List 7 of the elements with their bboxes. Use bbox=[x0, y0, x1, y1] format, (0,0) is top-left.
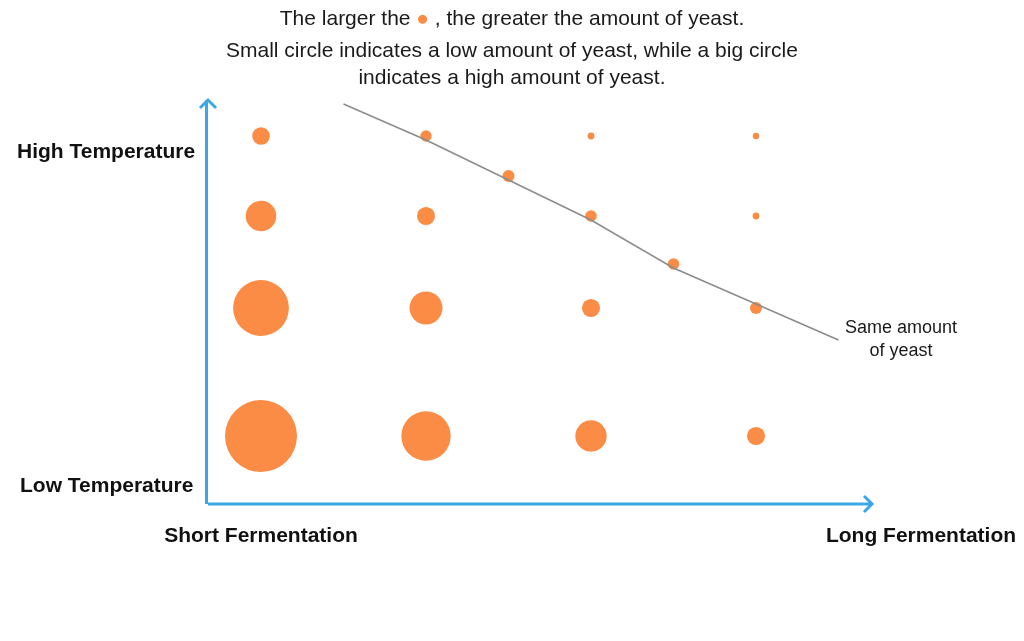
chart-subtitle: Small circle indicates a low amount of yeast, while a big circle indicates a high amount of yeast. bbox=[226, 38, 798, 89]
series-label: Same amount of yeast bbox=[845, 317, 958, 361]
text: High Temperature bbox=[17, 139, 196, 162]
x-tick-label: Long Fermentation bbox=[825, 523, 1017, 546]
chart-title: The larger the ● , the greater the amount of yeast. bbox=[279, 6, 745, 30]
x-tick-label: Short Fermentation bbox=[164, 523, 358, 546]
text: Low Temperature bbox=[20, 473, 194, 496]
